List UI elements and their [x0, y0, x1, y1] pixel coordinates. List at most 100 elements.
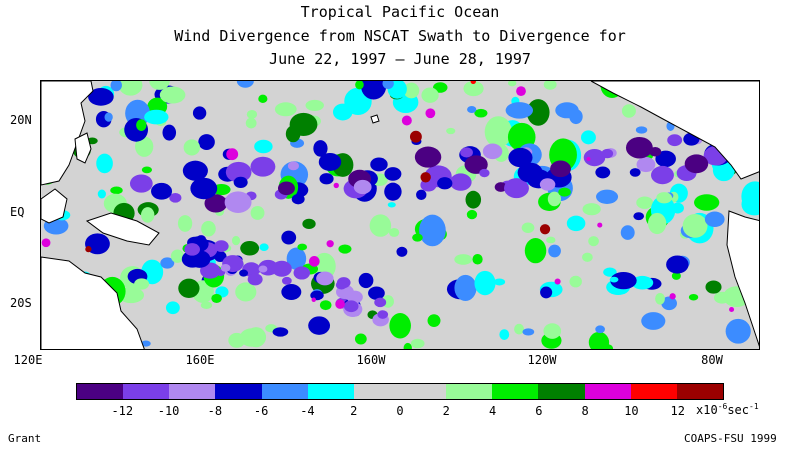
colorbar-tick-label: 0 — [396, 404, 404, 418]
divergence-patch — [588, 236, 599, 247]
divergence-patch — [633, 212, 645, 221]
divergence-patch — [661, 296, 677, 311]
divergence-patch — [297, 243, 308, 251]
divergence-patch — [629, 168, 641, 177]
divergence-patch — [169, 192, 182, 203]
colorbar-tick-label: 6 — [535, 404, 543, 418]
divergence-patch — [583, 148, 606, 167]
divergence-patch — [129, 174, 153, 193]
divergence-patch — [236, 81, 254, 88]
lon-label-120w: 120W — [527, 353, 557, 367]
divergence-patch — [369, 214, 392, 237]
divergence-patch — [183, 139, 200, 156]
divergence-patch — [671, 271, 681, 280]
land-south-america — [726, 210, 759, 347]
divergence-patch — [305, 99, 324, 111]
divergence-patch — [524, 238, 547, 264]
divergence-patch — [289, 112, 318, 137]
divergence-patch — [586, 156, 591, 161]
divergence-patch — [493, 278, 506, 286]
divergence-patch — [178, 278, 200, 298]
colorbar-tick-label: -6 — [253, 404, 269, 418]
divergence-patch — [704, 211, 725, 227]
divergence-patch — [254, 139, 273, 154]
divergence-patch — [582, 252, 593, 262]
divergence-patch — [449, 173, 472, 191]
divergence-patch — [319, 173, 334, 185]
divergence-patch — [333, 182, 339, 189]
divergence-patch — [403, 82, 420, 99]
divergence-patch — [308, 256, 320, 267]
divergence-patch — [239, 269, 249, 277]
divergence-patch — [293, 266, 311, 280]
divergence-patch — [388, 227, 400, 237]
divergence-patch — [667, 134, 683, 147]
divergence-patch — [420, 172, 431, 183]
divergence-patch — [313, 140, 328, 157]
divergence-patch — [88, 87, 114, 106]
divergence-patch — [482, 143, 503, 160]
divergence-patch — [198, 134, 215, 150]
divergence-patch — [326, 240, 334, 248]
divergence-patch — [508, 147, 533, 168]
divergence-patch — [454, 254, 473, 265]
divergence-patch — [245, 117, 257, 129]
divergence-patch — [666, 255, 689, 274]
divergence-patch — [170, 249, 185, 263]
divergence-patch — [621, 104, 636, 118]
divergence-patch — [464, 155, 488, 174]
divergence-patch — [233, 176, 248, 188]
divergence-patch — [494, 182, 507, 192]
divergence-patch — [361, 81, 387, 100]
landmasses — [41, 81, 759, 349]
lat-label-eq: EQ — [10, 205, 25, 219]
divergence-patch — [224, 191, 252, 213]
divergence-patch — [588, 331, 610, 349]
divergence-patch — [211, 293, 222, 304]
divergence-patch — [184, 243, 200, 256]
divergence-patch — [427, 314, 441, 328]
colorbar-tick-label: 4 — [488, 404, 497, 418]
colorbar-tick-label: -4 — [300, 404, 315, 418]
divergence-patch — [343, 300, 359, 313]
land-new-guinea — [85, 212, 160, 246]
divergence-patch — [213, 240, 229, 252]
divergence-patch — [504, 178, 529, 199]
divergence-patch — [414, 146, 442, 168]
divergence-patch — [421, 87, 439, 103]
divergence-patch — [272, 327, 289, 337]
divergence-patch — [688, 293, 699, 301]
divergence-patch — [729, 306, 735, 313]
divergence-patch — [228, 332, 246, 348]
lon-label-120e: 120E — [13, 353, 43, 367]
divergence-patch — [741, 181, 759, 212]
divergence-patch — [247, 273, 263, 286]
divergence-patch — [384, 167, 402, 181]
divergence-patch — [641, 312, 666, 330]
divergence-patch — [201, 220, 216, 237]
colorbar-cell — [492, 384, 539, 399]
colorbar-cell — [169, 384, 216, 399]
lon-label-160w: 160W — [356, 353, 386, 367]
divergence-patch — [319, 300, 332, 311]
divergence-patch — [505, 102, 534, 119]
divergence-patch — [446, 127, 456, 135]
divergence-patch — [522, 328, 535, 336]
divergence-patch — [97, 189, 106, 199]
divergence-patch — [214, 250, 227, 262]
divergence-patch — [694, 194, 720, 211]
units-suffix: sec — [727, 403, 750, 417]
divergence-patch — [569, 275, 582, 288]
divergence-patch — [389, 313, 411, 339]
divergence-patch — [225, 161, 252, 183]
divergence-field — [41, 81, 759, 349]
divergence-patch — [287, 161, 299, 171]
divergence-patch — [554, 278, 561, 285]
divergence-patch — [271, 260, 292, 277]
colorbar-tick-label: 12 — [670, 404, 685, 418]
divergence-patch — [597, 222, 603, 228]
colorbar-tick-label: -10 — [157, 404, 180, 418]
divergence-patch — [85, 246, 92, 253]
colorbar-cell — [630, 384, 677, 399]
divergence-patch — [433, 82, 448, 93]
